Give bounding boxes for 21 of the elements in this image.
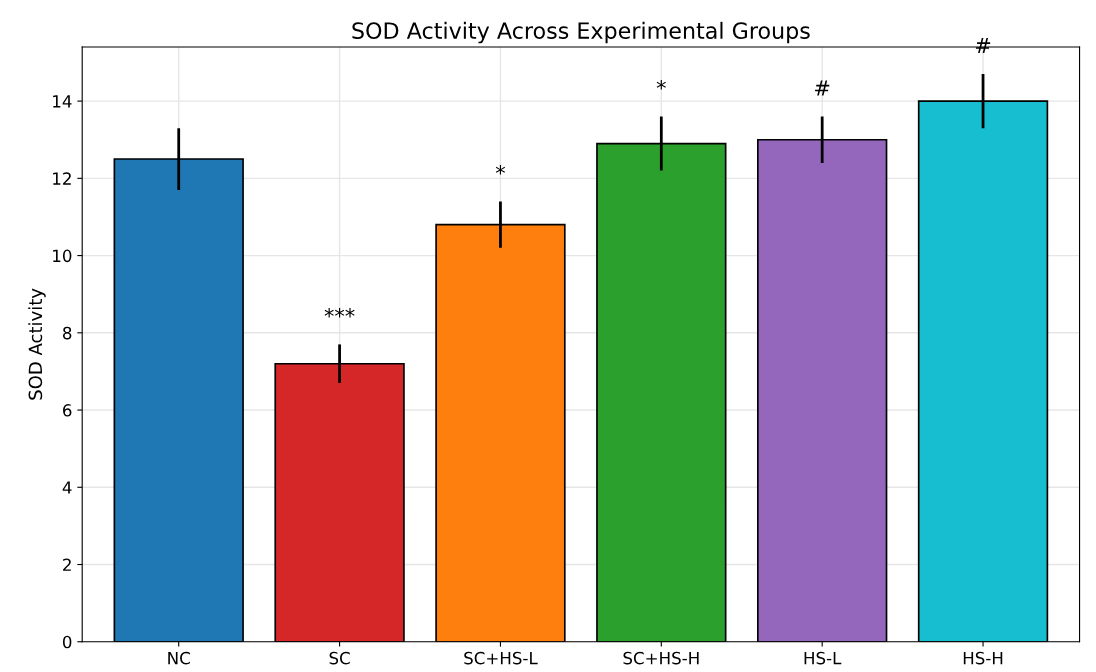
x-tick-label: SC+HS-H (623, 651, 699, 665)
y-tick-label: 2 (63, 558, 71, 571)
y-tick-label: 6 (63, 404, 72, 417)
y-tick-label: 4 (62, 481, 72, 494)
annotation: # (975, 38, 991, 54)
y-tick-label: 8 (63, 326, 72, 340)
chart-title: SOD Activity Across Experimental Groups (352, 21, 810, 44)
annotation: * (495, 165, 506, 175)
x-tick-label: HS-H (963, 651, 1003, 665)
y-tick-label: 10 (53, 249, 72, 263)
y-tick-label: 12 (53, 172, 71, 185)
annotation: * (656, 80, 666, 90)
x-tick-label: SC (329, 651, 350, 665)
x-tick-label: NC (168, 651, 190, 665)
annotation: # (815, 80, 830, 96)
y-tick-label: 14 (53, 95, 72, 108)
x-tick-label: SC+HS-L (464, 651, 538, 665)
y-axis-title: SOD Activity (28, 288, 46, 400)
x-tick-label: HS-L (804, 651, 842, 665)
y-tick-label: 0 (62, 635, 72, 649)
annotation: *** (324, 307, 355, 318)
